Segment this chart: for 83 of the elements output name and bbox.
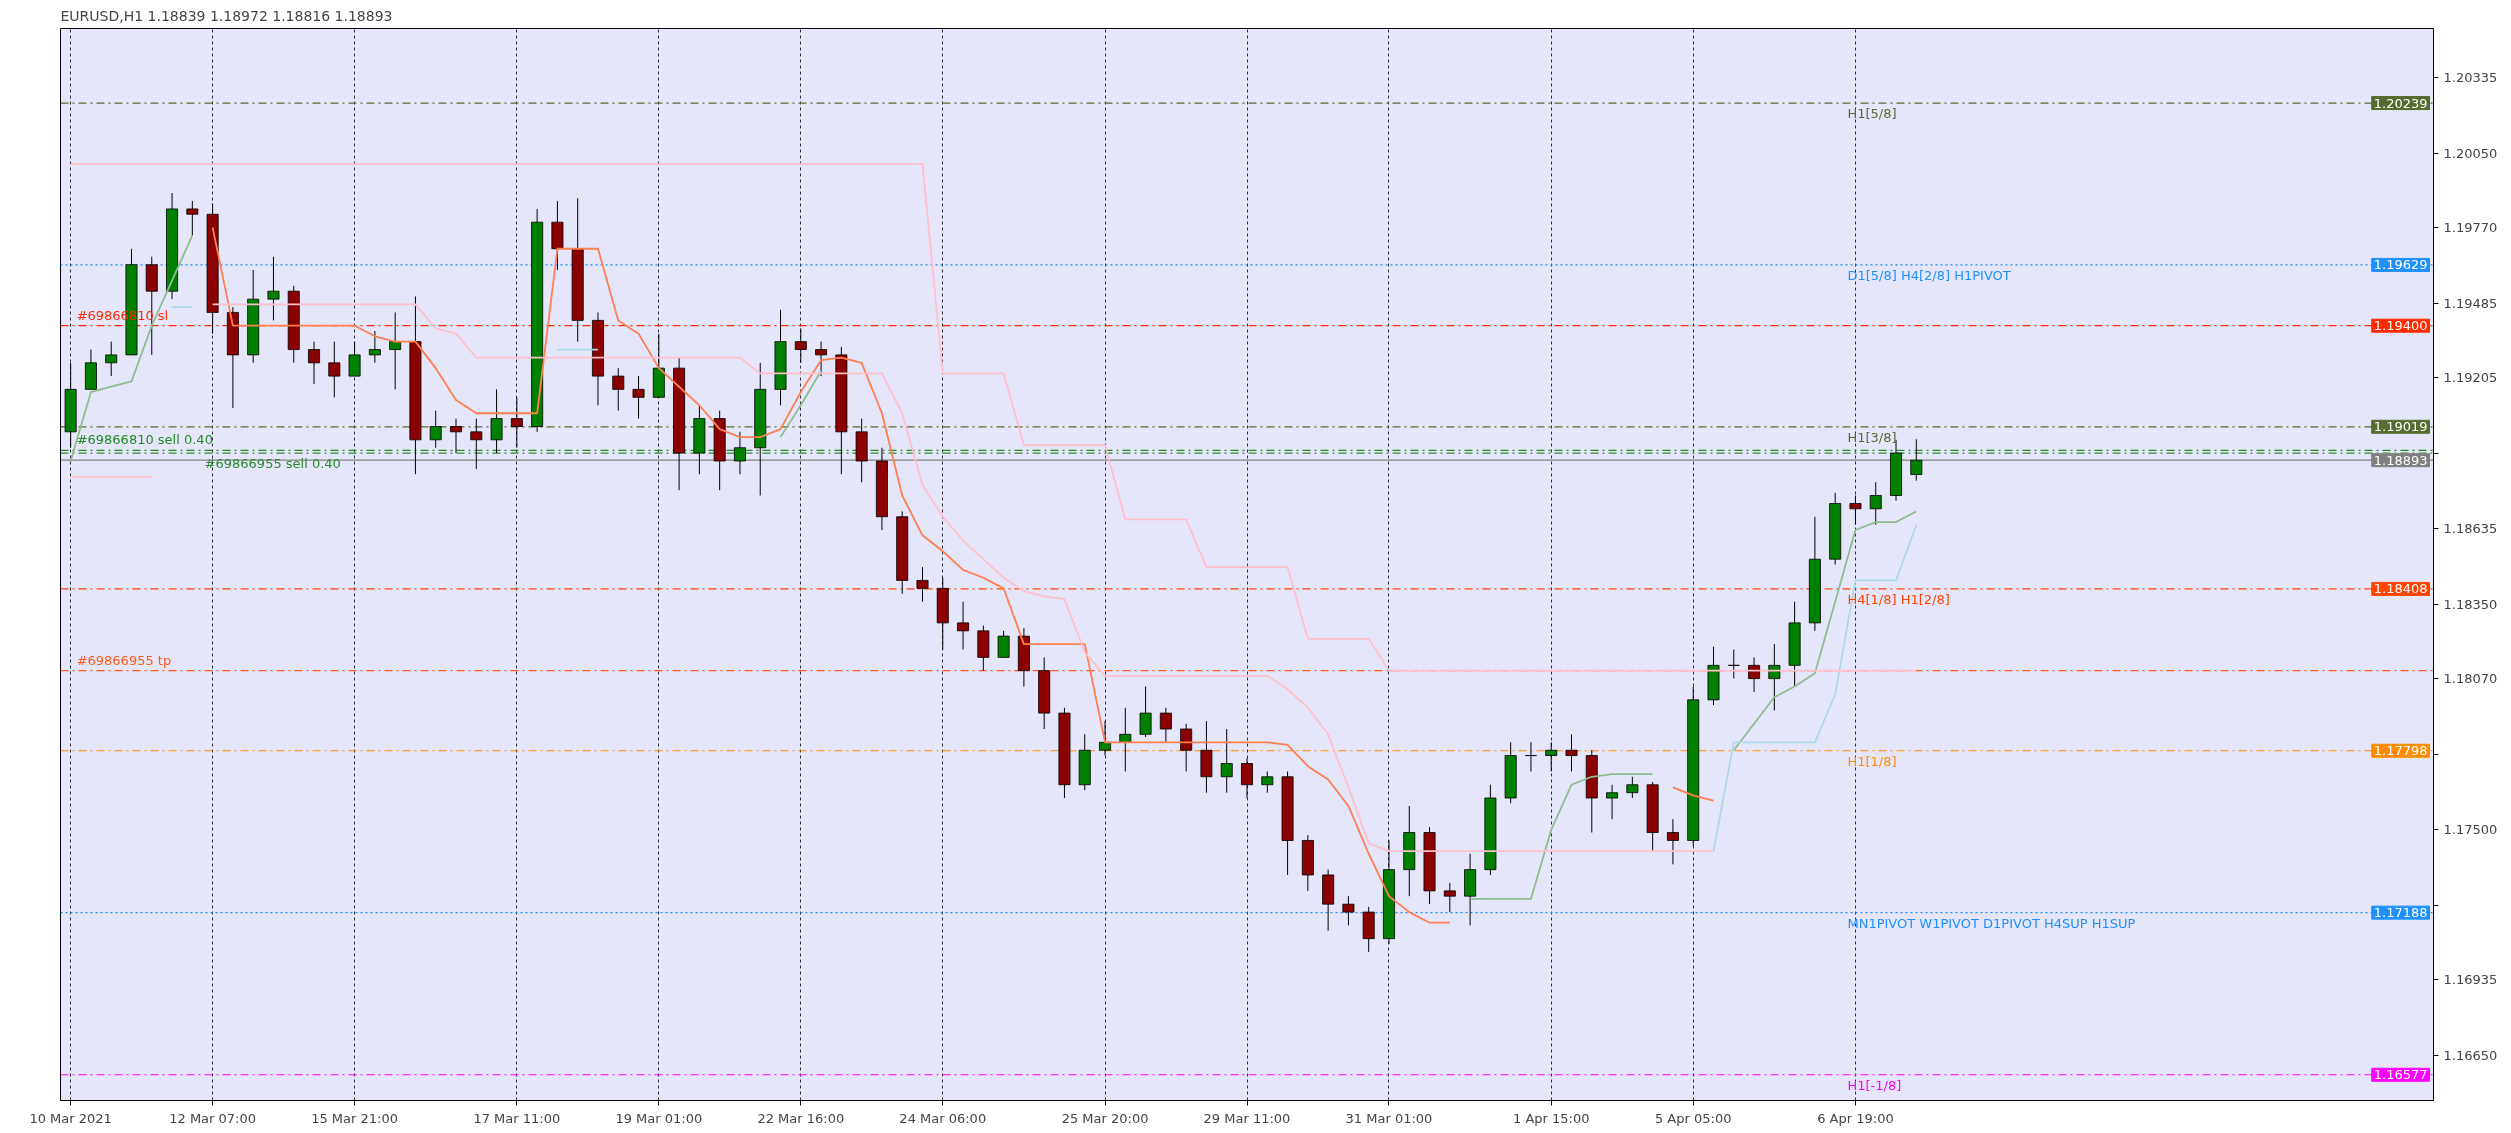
x-tick-label: 6 Apr 19:00 bbox=[1817, 1110, 1894, 1126]
y-tick-label: 1.16650 bbox=[2443, 1047, 2498, 1063]
y-tick-label: 1.20050 bbox=[2443, 145, 2498, 161]
chart-title: EURUSD,H1 1.18839 1.18972 1.18816 1.18893 bbox=[60, 7, 393, 24]
candlestick bbox=[1768, 643, 1781, 711]
candlestick bbox=[916, 566, 929, 603]
candlestick bbox=[1606, 784, 1619, 820]
candlestick bbox=[328, 341, 341, 398]
y-tick-label: 1.17500 bbox=[2443, 822, 2498, 838]
ref-line-label: 1.20239 bbox=[2373, 95, 2428, 111]
annotation: D1[5/8] H4[2/8] H1PIVOT bbox=[1847, 267, 2011, 283]
ref-line-label: 1.18893 bbox=[2373, 452, 2428, 468]
x-tick-label: 12 Mar 07:00 bbox=[169, 1110, 257, 1126]
candlestick bbox=[957, 601, 970, 650]
candlestick bbox=[612, 367, 625, 412]
candlestick bbox=[733, 431, 746, 475]
x-tick-label: 5 Apr 05:00 bbox=[1654, 1110, 1732, 1126]
candlestick bbox=[1099, 720, 1111, 757]
candlestick bbox=[1342, 895, 1355, 926]
candlestick bbox=[450, 418, 462, 454]
candlestick bbox=[1261, 770, 1274, 794]
candlestick bbox=[429, 410, 442, 449]
x-tick-label: 31 Mar 01:00 bbox=[1345, 1110, 1433, 1126]
x-tick-label: 10 Mar 2021 bbox=[29, 1110, 112, 1126]
ref-line-label: 1.19400 bbox=[2373, 318, 2428, 334]
x-tick-label: 22 Mar 16:00 bbox=[757, 1110, 845, 1126]
candlestick bbox=[815, 341, 828, 377]
candlestick bbox=[1220, 728, 1233, 794]
candlestick bbox=[1241, 757, 1253, 799]
y-tick-label: 1.18635 bbox=[2443, 521, 2498, 537]
annotation: MN1PIVOT W1PIVOT D1PIVOT H4SUP H1SUP bbox=[1847, 915, 2136, 931]
annotation: H1[3/8] bbox=[1847, 429, 1897, 445]
candlestick bbox=[1727, 648, 1740, 680]
annotation: H1[-1/8] bbox=[1847, 1077, 1902, 1093]
candlestick bbox=[510, 396, 523, 449]
x-tick-label: 17 Mar 11:00 bbox=[473, 1110, 561, 1126]
annotation: H1[5/8] bbox=[1847, 106, 1897, 122]
x-tick-label: 1 Apr 15:00 bbox=[1512, 1110, 1590, 1126]
x-tick-label: 25 Mar 20:00 bbox=[1061, 1110, 1149, 1126]
candlestick bbox=[1180, 723, 1193, 772]
y-tick-label: 1.19485 bbox=[2443, 295, 2498, 311]
y-tick-label: 1.19205 bbox=[2443, 369, 2498, 385]
y-tick-label: 1.20335 bbox=[2443, 70, 2498, 86]
candlestick bbox=[1443, 882, 1456, 913]
candlestick bbox=[186, 200, 199, 236]
ref-line-label: 1.17798 bbox=[2373, 743, 2428, 759]
y-tick-label: 1.18070 bbox=[2443, 671, 2498, 687]
ref-line-label: 1.16577 bbox=[2373, 1067, 2428, 1083]
ref-line-label: 1.19629 bbox=[2373, 257, 2428, 273]
annotation: #69866810 sell 0.40 bbox=[76, 432, 213, 448]
x-tick-label: 29 Mar 11:00 bbox=[1203, 1110, 1291, 1126]
x-tick-label: 19 Mar 01:00 bbox=[615, 1110, 703, 1126]
x-tick-label: 24 Mar 06:00 bbox=[899, 1110, 987, 1126]
candlestick bbox=[105, 341, 118, 377]
annotation: #69866955 tp bbox=[76, 652, 172, 668]
annotation: #69866955 sell 0.40 bbox=[204, 456, 341, 472]
x-tick-label: 15 Mar 21:00 bbox=[311, 1110, 398, 1126]
candlestick bbox=[267, 256, 280, 321]
candlestick bbox=[308, 341, 320, 385]
candlestick bbox=[490, 388, 503, 454]
candlestick bbox=[997, 630, 1010, 658]
y-tick-label: 1.16935 bbox=[2443, 972, 2498, 988]
candlestick bbox=[1626, 776, 1639, 799]
candlestick bbox=[632, 375, 645, 420]
ref-line-label: 1.17188 bbox=[2373, 905, 2428, 921]
candlestick bbox=[348, 341, 361, 377]
candlestick bbox=[1159, 707, 1172, 743]
candlestick bbox=[470, 418, 483, 470]
candlestick bbox=[1869, 481, 1882, 526]
candlestick bbox=[1666, 818, 1679, 865]
candlestick bbox=[368, 330, 381, 364]
candlestick bbox=[1545, 741, 1558, 772]
y-tick-label: 1.19770 bbox=[2443, 220, 2498, 236]
candlestick bbox=[1139, 686, 1152, 738]
candlestick bbox=[1910, 438, 1923, 482]
candlestick bbox=[1524, 741, 1537, 772]
candlestick bbox=[1565, 733, 1578, 772]
ref-line-label: 1.18408 bbox=[2373, 581, 2428, 597]
y-tick-label: 1.18350 bbox=[2443, 596, 2498, 612]
candlestick bbox=[794, 327, 807, 364]
annotation: H4[1/8] H1[2/8] bbox=[1847, 591, 1950, 607]
annotation: H1[1/8] bbox=[1847, 753, 1897, 769]
ref-line-label: 1.19019 bbox=[2373, 419, 2428, 435]
